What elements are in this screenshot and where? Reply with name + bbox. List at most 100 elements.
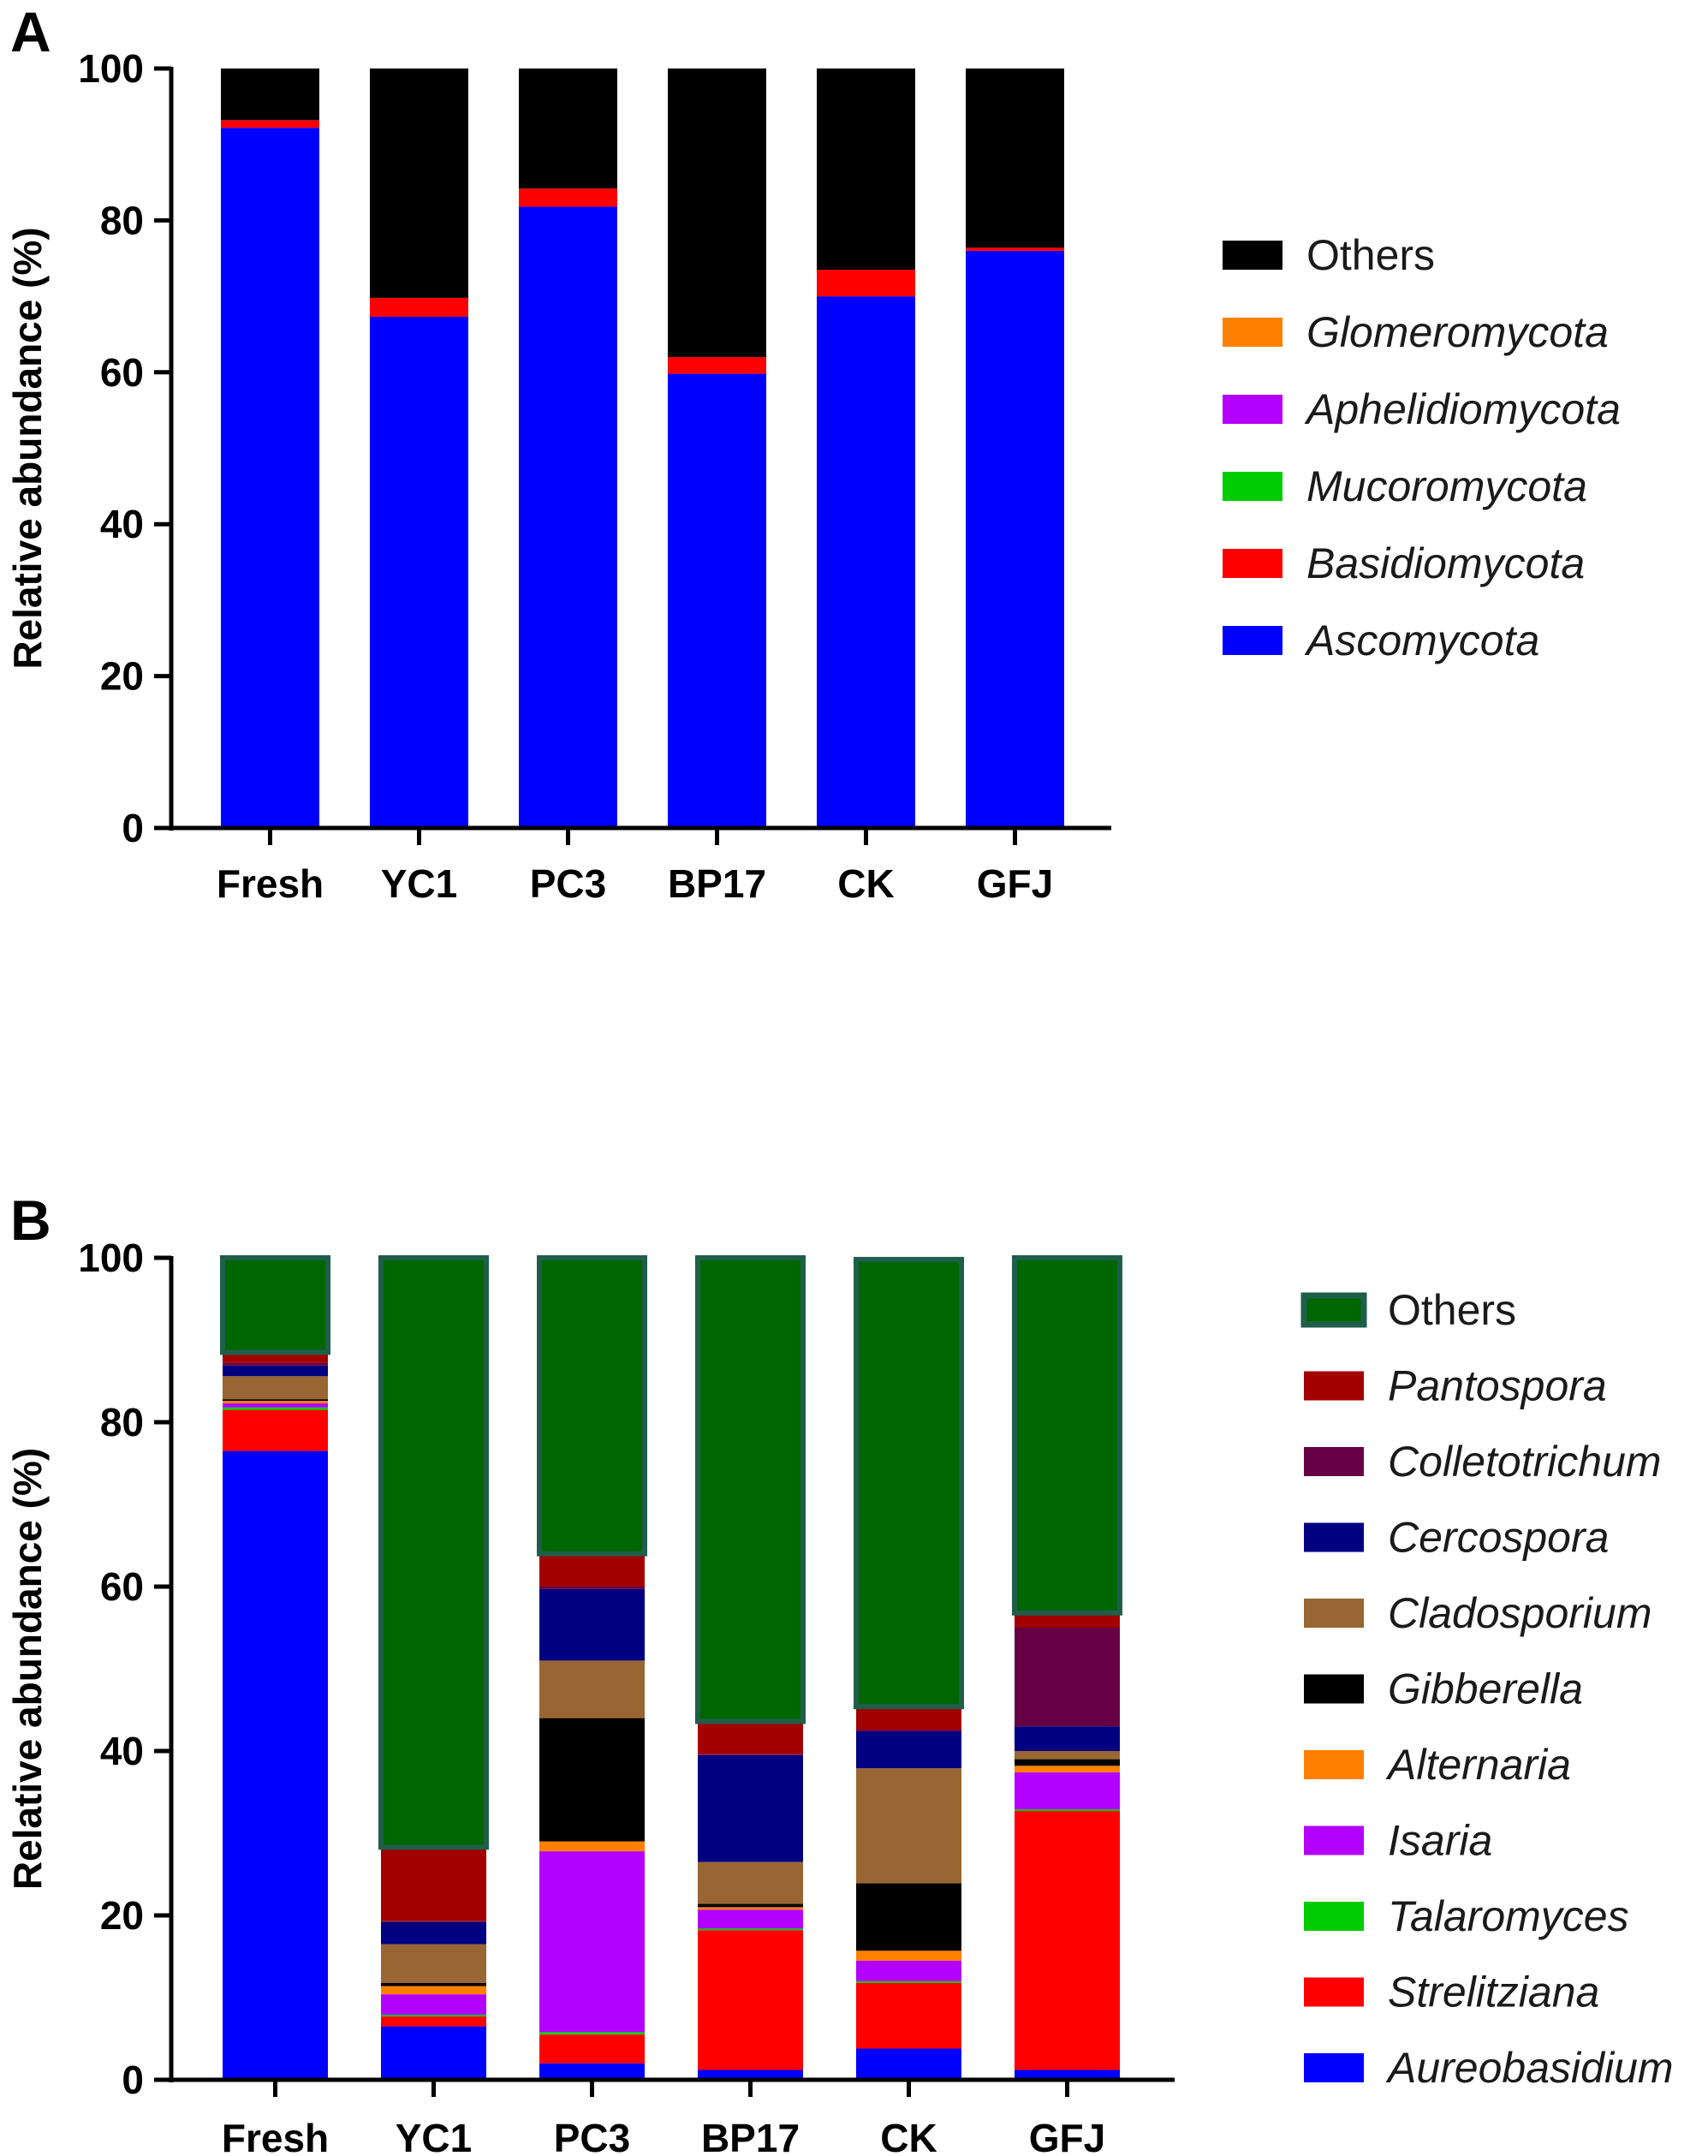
bar-segment-gfj-others: [966, 68, 1064, 248]
legend-swatch-mucoromycota: [1223, 472, 1282, 501]
bar-segment-bp17-aureobasidium: [698, 2070, 803, 2080]
legend-label-pantospora: Pantospora: [1388, 1362, 1607, 1410]
bar-segment-yc1-talaromyces: [381, 2015, 486, 2017]
y-tick-label: 20: [100, 1893, 144, 1938]
bar-segment-bp17-colletotrichum: [698, 1754, 803, 1755]
bar-segment-yc1-basidiomycota: [370, 297, 468, 318]
bar-segment-ck-talaromyces: [856, 1980, 961, 1983]
legend-swatch-strelitziana: [1304, 1977, 1364, 2007]
panel-letter: B: [10, 1188, 51, 1252]
x-tick-label: YC1: [381, 861, 457, 906]
bar-segment-bp17-others: [668, 68, 766, 358]
bar-segment-fresh-talaromyces: [223, 1407, 328, 1410]
legend-swatch-pantospora: [1304, 1371, 1364, 1401]
x-tick-label: PC3: [530, 861, 606, 906]
legend-swatch-others: [1223, 241, 1282, 270]
legend-label-talaromyces: Talaromyces: [1388, 1892, 1629, 1940]
bar-segment-ck-gibberella: [856, 1883, 961, 1951]
bar-segment-pc3-alternaria: [539, 1841, 645, 1852]
bar-segment-gfj-gibberella: [1015, 1759, 1120, 1766]
bar-segment-ck-colletotrichum: [856, 1730, 961, 1731]
bar-segment-yc1-aureobasidium: [381, 2026, 486, 2080]
bar-segment-bp17-ascomycota: [668, 373, 766, 829]
bar-segment-bp17-alternaria: [698, 1907, 803, 1910]
y-tick-label: 100: [78, 46, 144, 91]
legend-label-basidiomycota: Basidiomycota: [1306, 539, 1585, 587]
bar-segment-fresh-isaria: [223, 1403, 328, 1408]
y-tick-label: 20: [100, 654, 144, 699]
legend-label-alternaria: Alternaria: [1385, 1741, 1571, 1789]
x-tick-label: CK: [880, 2116, 937, 2156]
bar-segment-fresh-pantospora: [223, 1352, 328, 1363]
bar-segment-pc3-others: [519, 68, 617, 189]
bar-segment-bp17-gibberella: [698, 1903, 803, 1908]
legend-swatch-cercospora: [1304, 1522, 1364, 1552]
bar-segment-gfj-talaromyces: [1015, 1809, 1120, 1812]
bar-segment-fresh-others: [221, 68, 319, 121]
bar-segment-ck-others: [817, 68, 915, 271]
bar-segment-ck-pantospora: [856, 1706, 961, 1730]
legend-swatch-glomeromycota: [1223, 318, 1282, 347]
bar-segment-pc3-colletotrichum: [539, 1587, 645, 1589]
x-tick-label: Fresh: [217, 861, 324, 906]
legend-swatch-colletotrichum: [1304, 1447, 1364, 1476]
y-tick-label: 60: [100, 1564, 144, 1609]
bar-segment-gfj-others: [1012, 1255, 1122, 1616]
bar-segment-gfj-aureobasidium: [1015, 2070, 1120, 2080]
legend-swatch-alternaria: [1304, 1750, 1364, 1779]
y-tick-label: 0: [122, 2058, 144, 2102]
bar-segment-fresh-alternaria: [223, 1401, 328, 1403]
bar-segment-yc1-ascomycota: [370, 317, 468, 828]
legend-label-glomeromycota: Glomeromycota: [1306, 308, 1609, 356]
legend-label-others: Others: [1388, 1286, 1516, 1334]
bar-segment-gfj-isaria: [1015, 1772, 1120, 1810]
bar-segment-ck-strelitziana: [856, 1982, 961, 2049]
bar-segment-fresh-basidiomycota: [221, 120, 319, 128]
bar-segment-yc1-cercospora: [381, 1921, 486, 1945]
bar-segment-bp17-cladosporium: [698, 1861, 803, 1904]
x-tick-label: CK: [837, 861, 894, 906]
bar-segment-ck-others: [854, 1256, 964, 1710]
y-tick-label: 80: [100, 1400, 144, 1444]
bar-segment-pc3-cercospora: [539, 1588, 645, 1661]
x-tick-label: BP17: [701, 2116, 800, 2156]
chart-panel-a: A Fresh YC1 PC3 BP17 CK GFJ 0 20 40 60 80 100 Relativ…: [5, 0, 1621, 906]
x-tick-label: Fresh: [222, 2116, 329, 2156]
legend-label-aphelidiomycota: Aphelidiomycota: [1304, 385, 1621, 433]
bar-segment-yc1-strelitziana: [381, 2016, 486, 2027]
bar-segment-pc3-aureobasidium: [539, 2063, 645, 2080]
bar-segment-pc3-isaria: [539, 1851, 645, 2033]
bar-segment-pc3-basidiomycota: [519, 188, 617, 207]
bar-segment-bp17-cercospora: [698, 1754, 803, 1862]
bar-segment-pc3-others: [537, 1255, 647, 1557]
y-tick-label: 80: [100, 198, 144, 242]
x-tick-label: BP17: [668, 861, 766, 906]
legend-label-cercospora: Cercospora: [1388, 1514, 1609, 1562]
bar-segment-ck-cladosporium: [856, 1768, 961, 1884]
y-tick-label: 40: [100, 502, 144, 546]
y-tick-label: 0: [122, 806, 144, 850]
bar-segment-bp17-isaria: [698, 1909, 803, 1929]
bar-segment-gfj-cladosporium: [1015, 1751, 1120, 1760]
x-tick-label: PC3: [554, 2116, 630, 2156]
bar-segment-ck-aureobasidium: [856, 2048, 961, 2080]
legend-swatch-isaria: [1304, 1825, 1364, 1855]
bar-segment-fresh-strelitziana: [223, 1409, 328, 1451]
legend-label-mucoromycota: Mucoromycota: [1306, 462, 1587, 510]
legend-swatch-talaromyces: [1304, 1902, 1364, 1931]
bar-segment-yc1-others: [370, 68, 468, 298]
legend-swatch-aureobasidium: [1304, 2053, 1364, 2082]
bar-segment-gfj-alternaria: [1015, 1766, 1120, 1772]
bar-segment-pc3-cladosporium: [539, 1660, 645, 1718]
legend-swatch-others: [1300, 1292, 1367, 1328]
bar-segment-ck-alternaria: [856, 1951, 961, 1961]
bar-segment-bp17-basidiomycota: [668, 357, 766, 374]
legend-swatch-ascomycota: [1223, 626, 1282, 655]
legend-swatch-cladosporium: [1304, 1599, 1364, 1628]
bar-segment-ck-isaria: [856, 1960, 961, 1981]
bar-segment-gfj-strelitziana: [1015, 1811, 1120, 2070]
bar-segment-bp17-pantospora: [698, 1721, 803, 1754]
bar-segment-fresh-ascomycota: [221, 128, 319, 828]
bar-segment-fresh-aureobasidium: [223, 1450, 328, 2080]
y-tick-label: 40: [100, 1729, 144, 1773]
